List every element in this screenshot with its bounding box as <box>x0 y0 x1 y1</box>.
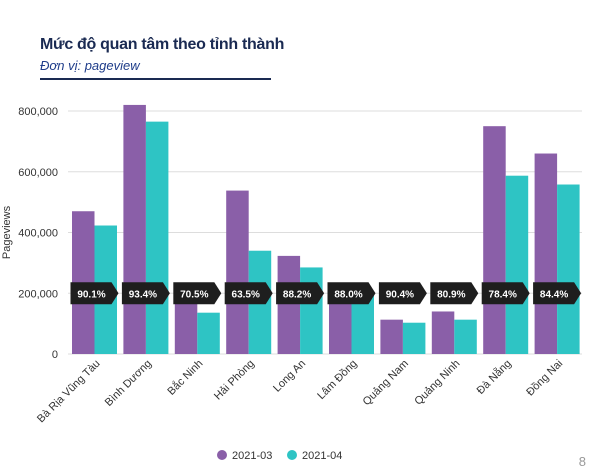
x-tick-label: Bình Dương <box>103 358 154 409</box>
bar-series-2 <box>300 267 323 354</box>
ratio-label: 93.4% <box>129 289 157 300</box>
legend-label: 2021-03 <box>232 450 272 462</box>
y-axis-label: Pageviews <box>1 205 13 259</box>
ratio-label: 90.4% <box>386 289 414 300</box>
bar-series-1 <box>277 255 301 354</box>
page-number: 8 <box>578 454 586 469</box>
bar-series-2 <box>197 312 220 354</box>
ratio-label: 90.1% <box>77 289 105 300</box>
y-tick-label: 800,000 <box>18 106 58 118</box>
bar-series-1 <box>431 311 455 354</box>
x-tick-label: Đà Nẵng <box>474 357 514 397</box>
bar-series-2 <box>145 121 169 354</box>
x-tick-label: Quảng Nam <box>361 358 411 408</box>
ratio-badge <box>70 282 119 305</box>
chart-title: Mức độ quan tâm theo tỉnh thành <box>40 36 285 53</box>
ratio-label: 80.9% <box>437 289 465 300</box>
ratio-badge <box>224 282 273 305</box>
ratio-label: 88.0% <box>334 289 362 300</box>
bar-series-2 <box>557 184 580 354</box>
legend-label: 2021-04 <box>302 450 342 462</box>
bar-series-1 <box>174 294 198 354</box>
bar-series-1 <box>483 126 506 354</box>
x-tick-label: Quảng Ninh <box>412 358 462 408</box>
x-tick-label: Long An <box>271 358 308 395</box>
ratio-badge <box>276 282 325 305</box>
x-tick-label: Bắc Ninh <box>165 357 206 398</box>
ratio-label: 78.4% <box>489 289 517 300</box>
ratio-label: 63.5% <box>232 289 260 300</box>
ratio-badge <box>430 282 479 305</box>
y-tick-label: 600,000 <box>18 167 58 179</box>
title-underline <box>40 78 271 80</box>
ratio-label: 84.4% <box>540 289 568 300</box>
x-tick-label: Đồng Nai <box>524 358 565 399</box>
bar-series-2 <box>351 290 374 354</box>
ratio-label: 70.5% <box>180 289 208 300</box>
legend-marker <box>217 450 227 460</box>
ratio-badge <box>481 282 530 305</box>
ratio-badge <box>327 282 376 305</box>
ratio-label: 88.2% <box>283 289 311 300</box>
bar-series-1 <box>534 153 558 354</box>
y-tick-label: 200,000 <box>18 288 58 300</box>
ratio-badge <box>533 282 582 305</box>
x-tick-label: Lâm Đồng <box>315 358 359 402</box>
x-tick-label: Bà Rịa Vũng Tàu <box>35 358 103 426</box>
y-tick-label: 0 <box>52 349 58 361</box>
y-tick-label: 400,000 <box>18 228 58 240</box>
ratio-badge <box>173 282 222 305</box>
bar-series-2 <box>402 322 426 354</box>
legend-marker <box>287 450 297 460</box>
ratio-badge <box>378 282 427 305</box>
bar-series-1 <box>380 319 403 354</box>
x-tick-label: Hải Phòng <box>212 358 257 403</box>
bar-series-1 <box>226 190 249 354</box>
chart-subtitle: Đơn vị: pageview <box>40 58 140 73</box>
bar-series-2 <box>505 175 529 354</box>
bar-series-2 <box>454 319 477 354</box>
ratio-badge <box>121 282 170 305</box>
bar-series-1 <box>123 104 146 354</box>
